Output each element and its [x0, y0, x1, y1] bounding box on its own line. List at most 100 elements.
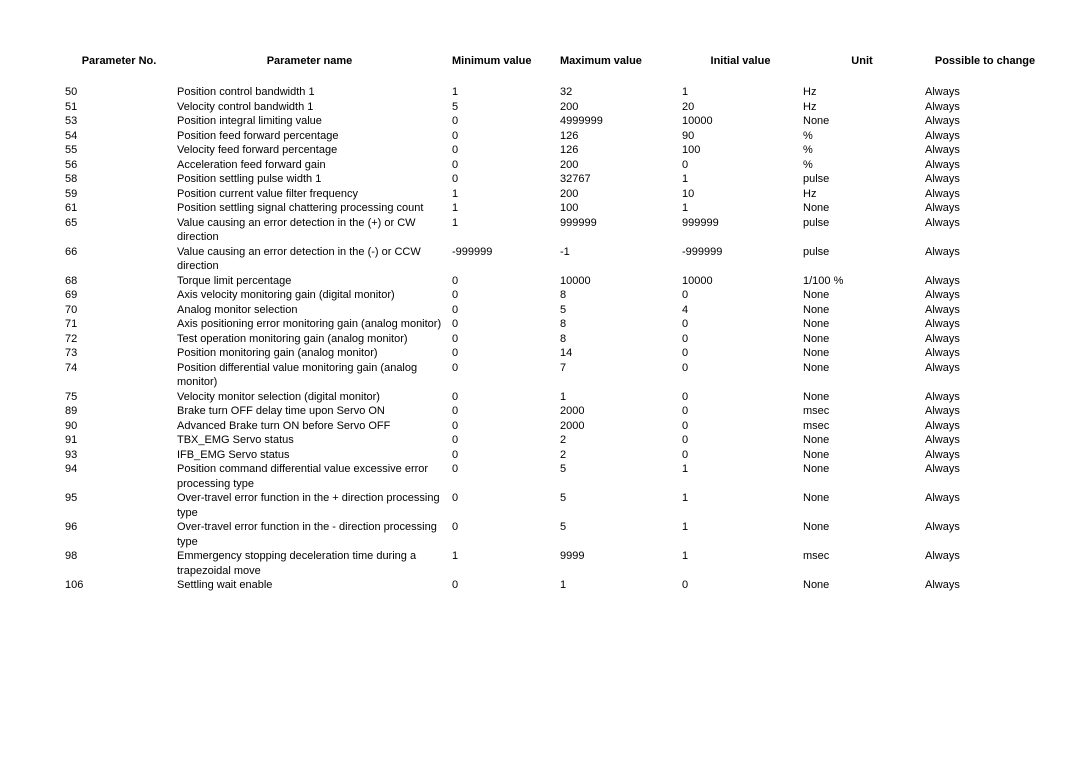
- table-row: 71Axis positioning error monitoring gain…: [65, 317, 1049, 332]
- table-row: 96Over-travel error function in the - di…: [65, 520, 1049, 549]
- cell-max: 5: [560, 303, 682, 318]
- cell-unit: None: [803, 303, 925, 318]
- table-row: 68Torque limit percentage010000100001/10…: [65, 274, 1049, 289]
- cell-change: Always: [925, 578, 1049, 593]
- cell-min: 0: [452, 332, 560, 347]
- cell-init: 1: [682, 491, 803, 520]
- cell-param-no: 98: [65, 549, 177, 578]
- cell-param-no: 51: [65, 100, 177, 115]
- header-max: Maximum value: [560, 55, 682, 85]
- cell-init: 0: [682, 346, 803, 361]
- cell-min: 0: [452, 143, 560, 158]
- cell-param-name: Value causing an error detection in the …: [177, 245, 452, 274]
- cell-unit: pulse: [803, 245, 925, 274]
- cell-min: -999999: [452, 245, 560, 274]
- cell-change: Always: [925, 172, 1049, 187]
- cell-param-name: Acceleration feed forward gain: [177, 158, 452, 173]
- cell-param-name: Position control bandwidth 1: [177, 85, 452, 100]
- cell-change: Always: [925, 129, 1049, 144]
- cell-change: Always: [925, 390, 1049, 405]
- table-row: 93IFB_EMG Servo status020NoneAlways: [65, 448, 1049, 463]
- cell-change: Always: [925, 361, 1049, 390]
- table-row: 72Test operation monitoring gain (analog…: [65, 332, 1049, 347]
- table-row: 55Velocity feed forward percentage012610…: [65, 143, 1049, 158]
- table-row: 70Analog monitor selection054NoneAlways: [65, 303, 1049, 318]
- cell-max: 8: [560, 332, 682, 347]
- cell-change: Always: [925, 433, 1049, 448]
- cell-param-name: Position command differential value exce…: [177, 462, 452, 491]
- cell-max: 32: [560, 85, 682, 100]
- parameter-table-page: Parameter No. Parameter name Minimum val…: [0, 0, 1080, 653]
- cell-param-no: 58: [65, 172, 177, 187]
- cell-min: 0: [452, 346, 560, 361]
- cell-param-no: 50: [65, 85, 177, 100]
- cell-unit: None: [803, 578, 925, 593]
- cell-param-no: 65: [65, 216, 177, 245]
- cell-init: 0: [682, 433, 803, 448]
- cell-unit: pulse: [803, 172, 925, 187]
- cell-init: 1: [682, 520, 803, 549]
- table-row: 66Value causing an error detection in th…: [65, 245, 1049, 274]
- cell-param-name: Velocity monitor selection (digital moni…: [177, 390, 452, 405]
- cell-unit: None: [803, 346, 925, 361]
- cell-param-name: Value causing an error detection in the …: [177, 216, 452, 245]
- cell-min: 0: [452, 114, 560, 129]
- cell-min: 0: [452, 433, 560, 448]
- cell-init: 90: [682, 129, 803, 144]
- cell-min: 0: [452, 288, 560, 303]
- cell-change: Always: [925, 274, 1049, 289]
- cell-min: 0: [452, 129, 560, 144]
- cell-init: 0: [682, 578, 803, 593]
- cell-init: 1: [682, 201, 803, 216]
- table-row: 69Axis velocity monitoring gain (digital…: [65, 288, 1049, 303]
- cell-param-name: IFB_EMG Servo status: [177, 448, 452, 463]
- cell-init: 10: [682, 187, 803, 202]
- header-param-name: Parameter name: [177, 55, 452, 85]
- cell-param-no: 54: [65, 129, 177, 144]
- cell-max: 200: [560, 158, 682, 173]
- cell-param-no: 94: [65, 462, 177, 491]
- cell-param-name: Over-travel error function in the + dire…: [177, 491, 452, 520]
- cell-param-no: 75: [65, 390, 177, 405]
- cell-max: -1: [560, 245, 682, 274]
- parameter-table: Parameter No. Parameter name Minimum val…: [65, 55, 1049, 593]
- table-row: 53Position integral limiting value049999…: [65, 114, 1049, 129]
- cell-param-no: 69: [65, 288, 177, 303]
- cell-max: 8: [560, 317, 682, 332]
- cell-change: Always: [925, 100, 1049, 115]
- cell-init: 1: [682, 172, 803, 187]
- cell-init: 999999: [682, 216, 803, 245]
- cell-param-name: Position settling signal chattering proc…: [177, 201, 452, 216]
- cell-change: Always: [925, 404, 1049, 419]
- cell-param-name: Brake turn OFF delay time upon Servo ON: [177, 404, 452, 419]
- cell-change: Always: [925, 245, 1049, 274]
- cell-param-no: 72: [65, 332, 177, 347]
- cell-unit: msec: [803, 404, 925, 419]
- cell-unit: None: [803, 462, 925, 491]
- header-init: Initial value: [682, 55, 803, 85]
- cell-change: Always: [925, 448, 1049, 463]
- cell-param-no: 66: [65, 245, 177, 274]
- cell-max: 2: [560, 448, 682, 463]
- cell-param-no: 106: [65, 578, 177, 593]
- header-param-no: Parameter No.: [65, 55, 177, 85]
- cell-min: 0: [452, 462, 560, 491]
- cell-param-name: Axis velocity monitoring gain (digital m…: [177, 288, 452, 303]
- cell-param-name: Torque limit percentage: [177, 274, 452, 289]
- cell-init: 1: [682, 462, 803, 491]
- cell-min: 0: [452, 448, 560, 463]
- cell-max: 8: [560, 288, 682, 303]
- cell-param-name: Settling wait enable: [177, 578, 452, 593]
- cell-unit: None: [803, 491, 925, 520]
- cell-param-name: Test operation monitoring gain (analog m…: [177, 332, 452, 347]
- cell-unit: Hz: [803, 85, 925, 100]
- cell-min: 0: [452, 404, 560, 419]
- cell-param-name: Position feed forward percentage: [177, 129, 452, 144]
- cell-change: Always: [925, 216, 1049, 245]
- cell-max: 126: [560, 143, 682, 158]
- cell-param-name: Position settling pulse width 1: [177, 172, 452, 187]
- cell-max: 7: [560, 361, 682, 390]
- header-min: Minimum value: [452, 55, 560, 85]
- cell-param-name: Advanced Brake turn ON before Servo OFF: [177, 419, 452, 434]
- cell-init: -999999: [682, 245, 803, 274]
